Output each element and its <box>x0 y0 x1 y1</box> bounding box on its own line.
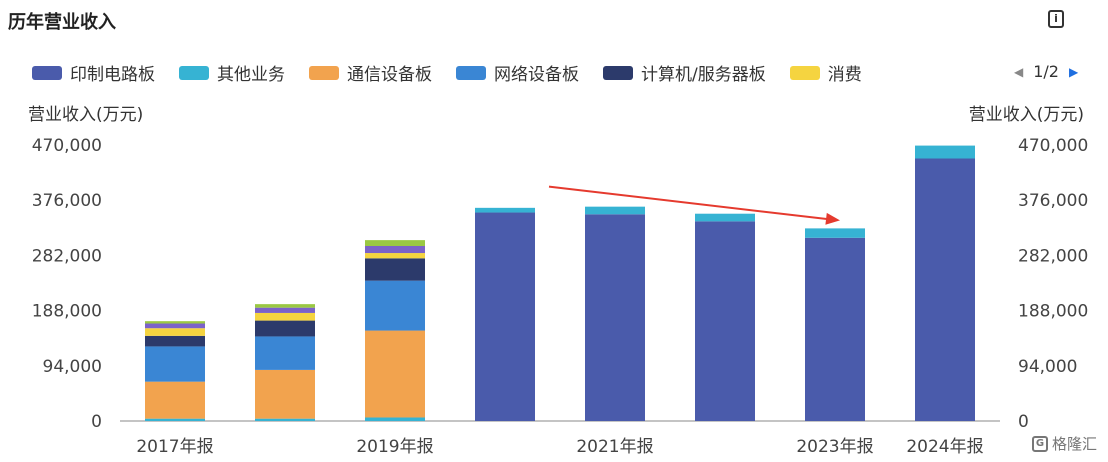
x-tick-label: 2019年报 <box>356 437 433 457</box>
legend-label: 网络设备板 <box>494 65 579 85</box>
bar-segment <box>475 207 535 213</box>
legend-label: 通信设备板 <box>347 65 432 85</box>
x-tick-label: 2017年报 <box>136 437 213 457</box>
legend-item[interactable]: 其他业务 <box>179 60 285 85</box>
legend-item[interactable]: 通信设备板 <box>309 60 432 85</box>
bar-segment <box>915 145 975 159</box>
bar-segment <box>585 214 645 421</box>
bar-segment <box>255 418 315 421</box>
prev-page-icon[interactable]: ◀ <box>1014 64 1024 79</box>
bar-segment <box>145 346 205 382</box>
bar-segment <box>365 240 425 247</box>
legend-item[interactable]: 印制电路板 <box>32 60 155 85</box>
bar-segment <box>365 258 425 281</box>
x-tick-label: 2023年报 <box>796 437 873 457</box>
legend-item[interactable]: 计算机/服务器板 <box>603 60 766 85</box>
y-tick-label-left: 376,000 <box>32 191 102 211</box>
y-tick-label-left: 470,000 <box>32 136 102 156</box>
trend-arrow-head <box>825 212 840 225</box>
bar-segment <box>145 381 205 419</box>
bar-segment <box>695 213 755 222</box>
bar-segment <box>475 212 535 421</box>
bar-segment <box>365 330 425 418</box>
chart-title: 历年营业收入 <box>8 12 116 33</box>
y-axis-title-right: 营业收入(万元) <box>968 105 1084 125</box>
pager-text: 1/2 <box>1033 62 1059 81</box>
watermark: G 格隆汇 <box>1032 433 1097 454</box>
bar-segment <box>585 206 645 215</box>
legend-swatch <box>789 65 820 80</box>
bar-segment <box>255 336 315 370</box>
bar-segment <box>255 307 315 313</box>
y-tick-label-right: 188,000 <box>1018 302 1088 322</box>
y-tick-label-left: 0 <box>91 412 102 432</box>
y-tick-label-right: 376,000 <box>1018 191 1088 211</box>
y-tick-label-right: 470,000 <box>1018 136 1088 156</box>
y-tick-label-left: 188,000 <box>32 302 102 322</box>
bar-segment <box>365 417 425 421</box>
y-tick-label-right: 0 <box>1018 412 1029 432</box>
legend-swatch <box>32 65 62 80</box>
legend-label: 计算机/服务器板 <box>641 65 766 85</box>
y-tick-label-right: 94,000 <box>1018 357 1077 377</box>
x-tick-label: 2021年报 <box>576 437 653 457</box>
y-axis-title-left: 营业收入(万元) <box>28 105 144 125</box>
bar-segment <box>255 312 315 321</box>
bar-segment <box>805 228 865 238</box>
y-tick-label-left: 282,000 <box>32 246 102 266</box>
legend-pager: ◀ 1/2 ▶ <box>1014 62 1078 81</box>
bar-segment <box>255 320 315 337</box>
bar-segment <box>255 304 315 308</box>
legend-swatch <box>309 65 339 80</box>
bar-segment <box>145 321 205 324</box>
y-tick-label-right: 282,000 <box>1018 246 1088 266</box>
x-tick-label: 2024年报 <box>906 437 983 457</box>
legend-label: 印制电路板 <box>70 65 155 85</box>
watermark-logo-icon: G <box>1032 435 1048 452</box>
bar-segment <box>365 280 425 331</box>
bar-segment <box>145 328 205 336</box>
legend-swatch <box>456 65 486 80</box>
legend-item[interactable]: 网络设备板 <box>456 60 579 85</box>
bar-segment <box>145 418 205 421</box>
legend-swatch <box>179 65 209 80</box>
legend-swatch <box>603 65 633 80</box>
bar-segment <box>255 369 315 419</box>
bar-segment <box>365 246 425 254</box>
bar-segment <box>915 158 975 421</box>
bar-segment <box>145 335 205 347</box>
info-icon[interactable]: i <box>1048 10 1064 28</box>
bar-segment <box>365 253 425 259</box>
legend-item[interactable]: 消费 <box>789 60 862 85</box>
bar-segment <box>695 221 755 421</box>
legend: 印制电路板 其他业务 通信设备板 网络设备板 计算机/服务器板 消费 <box>32 60 1007 88</box>
watermark-text: 格隆汇 <box>1052 435 1098 453</box>
legend-label: 消费 <box>827 65 862 85</box>
y-tick-label-left: 94,000 <box>43 357 102 377</box>
next-page-icon[interactable]: ▶ <box>1068 64 1079 79</box>
bar-segment <box>805 237 865 421</box>
bar-segment <box>145 323 205 329</box>
legend-label: 其他业务 <box>217 65 285 85</box>
trend-arrow-line <box>548 185 831 221</box>
